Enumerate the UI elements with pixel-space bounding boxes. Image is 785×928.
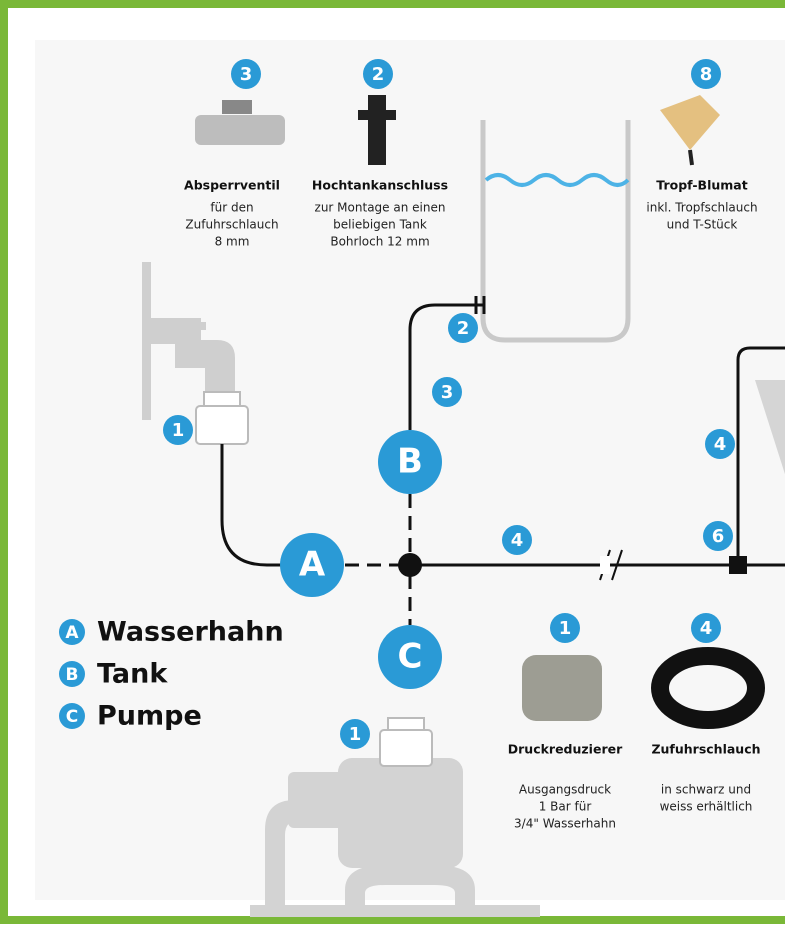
product-desc: Ausgangsdruck (519, 783, 611, 797)
product-desc: und T-Stück (667, 218, 738, 232)
product-title: Absperrventil (184, 178, 280, 193)
product-desc: Zufuhrschlauch (185, 218, 278, 232)
t-piece (729, 556, 747, 574)
product-desc: inkl. Tropfschlauch (646, 201, 757, 215)
badge-label: 2 (457, 318, 470, 339)
badge-label: 1 (349, 724, 362, 745)
badge-label: B (397, 442, 423, 482)
break-gap (600, 556, 610, 574)
legend-label: Wasserhahn (97, 617, 284, 648)
badge-label: 4 (714, 434, 727, 455)
badge-label: A (299, 545, 326, 585)
product-title: Hochtankanschluss (312, 178, 448, 193)
product-desc: 3/4" Wasserhahn (514, 817, 616, 831)
badge-label: A (65, 623, 79, 643)
badge-label: 2 (372, 64, 385, 85)
badge-label: C (398, 637, 423, 677)
product-desc: weiss erhältlich (660, 800, 753, 814)
product-desc: zur Montage an einen (315, 201, 446, 215)
product-title: Zufuhrschlauch (651, 742, 760, 757)
badge-label: C (66, 707, 78, 727)
product-desc: für den (210, 201, 253, 215)
badge-label: 4 (700, 618, 713, 639)
product-desc: beliebigen Tank (333, 218, 427, 232)
badge-label: 1 (559, 618, 572, 639)
pump-fitting (380, 718, 432, 766)
product-title: Druckreduzierer (508, 742, 623, 757)
badge-label: 1 (172, 420, 185, 441)
badge-label: B (66, 665, 79, 685)
junction (398, 553, 422, 577)
product-desc: in schwarz und (661, 783, 751, 797)
tap-fitting (196, 392, 248, 444)
badge-label: 6 (712, 526, 725, 547)
page: 3 Absperrventil für den Zufuhrschlauch 8 mm 2… (0, 0, 785, 924)
badge-label: 8 (700, 64, 713, 85)
product-desc: 8 mm (215, 235, 250, 249)
product-desc: Bohrloch 12 mm (330, 235, 429, 249)
product-title: Tropf-Blumat (656, 178, 747, 193)
badge-label: 4 (511, 530, 524, 551)
product-desc: 1 Bar für (539, 800, 592, 814)
legend-label: Tank (97, 659, 168, 690)
badge-label: 3 (441, 382, 454, 403)
legend-label: Pumpe (97, 701, 202, 732)
badge-label: 3 (240, 64, 253, 85)
